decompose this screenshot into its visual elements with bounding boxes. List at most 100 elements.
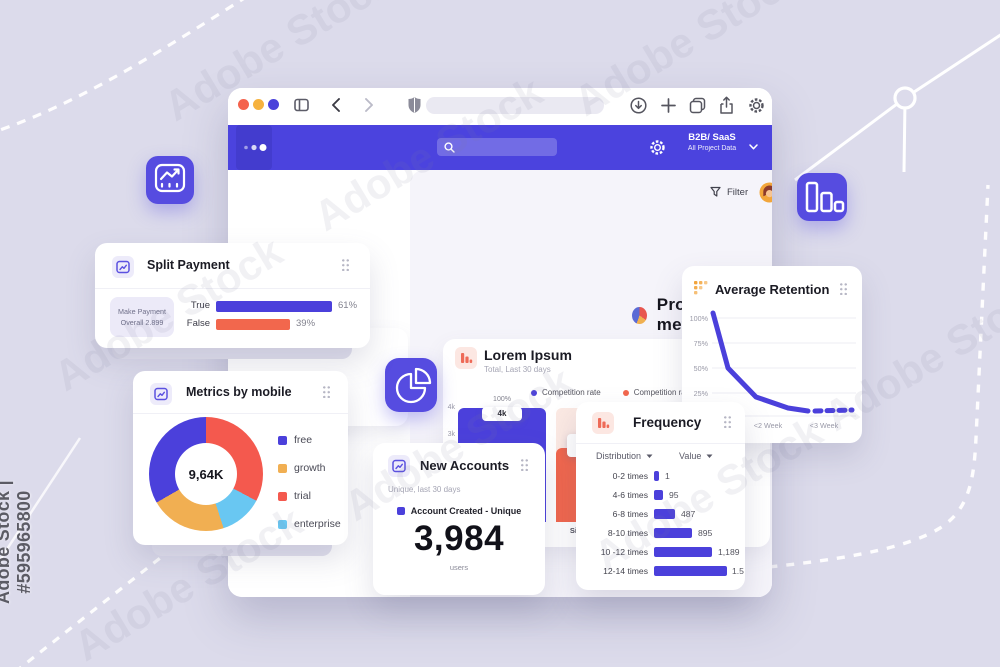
traffic-light-minimize[interactable] <box>253 99 264 110</box>
legend-label: Account Created - Unique <box>410 506 522 516</box>
split-note-box: Make Payment Overall 2.899 <box>110 297 174 337</box>
split-card-icon-badge <box>112 256 134 278</box>
divider <box>133 413 348 414</box>
row-label: 0-2 times <box>612 471 648 481</box>
solid-line-left <box>0 437 82 563</box>
share-upload-icon[interactable] <box>719 96 734 115</box>
y-tick: 50% <box>693 364 708 373</box>
workspace-chevron-down-icon[interactable] <box>749 144 758 150</box>
shield-icon[interactable] <box>407 96 422 114</box>
legend-swatch-free <box>278 435 287 445</box>
app-search-input[interactable] <box>437 138 557 156</box>
traffic-light-close[interactable] <box>238 99 249 110</box>
bar1-value-tag: 4k <box>482 407 522 421</box>
download-icon[interactable] <box>630 97 647 114</box>
sort-caret-icon <box>706 454 713 458</box>
split-payment-stack-strip <box>112 348 352 359</box>
sidebar-toggle-icon[interactable] <box>294 98 310 113</box>
line-node-ne <box>904 33 1000 100</box>
chart-icon <box>392 459 406 473</box>
search-icon <box>444 141 455 153</box>
retention-card-drag-handle[interactable] <box>839 282 848 295</box>
new-accounts-drag-handle[interactable] <box>520 458 529 471</box>
legend-label: trial <box>294 490 311 502</box>
row-value: 1,189 <box>718 547 740 557</box>
metrics-card-drag-handle[interactable] <box>322 385 331 398</box>
frequency-drag-handle[interactable] <box>723 415 732 428</box>
row-value: 895 <box>698 528 713 538</box>
chart-icon <box>116 260 130 274</box>
node-circle <box>893 86 917 110</box>
x-label: <2 Week <box>753 421 783 430</box>
frequency-col-distribution[interactable]: Distribution <box>596 451 653 461</box>
card-metrics-by-mobile: Metrics by mobile 9,64K free growth tria… <box>133 371 348 545</box>
split-row-true-label: True <box>190 300 210 311</box>
split-note-line1: Make Payment <box>118 307 166 316</box>
retention-line-dashed <box>812 407 855 414</box>
frequency-icon-badge <box>592 412 614 434</box>
legend-dot-purple <box>531 389 537 396</box>
app-settings-gear-icon[interactable] <box>649 139 666 156</box>
split-bar-false <box>216 319 290 330</box>
new-accounts-icon-badge <box>388 455 410 477</box>
frequency-row: 8-10 times 895 <box>590 525 738 544</box>
workspace-switcher[interactable]: B2B/ SaaS All Project Data <box>676 132 748 162</box>
lorem-card-icon-badge <box>455 347 477 369</box>
avatar[interactable] <box>759 182 772 203</box>
y-tick: 4k <box>447 404 455 411</box>
split-card-drag-handle[interactable] <box>341 258 350 271</box>
row-value: 487 <box>681 509 696 519</box>
traffic-light-zoom[interactable] <box>268 99 279 110</box>
funnel-dots-icon <box>694 281 708 295</box>
frequency-row: 12-14 times 1.5 <box>590 563 744 582</box>
forward-icon[interactable] <box>364 98 374 112</box>
pie-chart-icon <box>395 367 432 404</box>
row-bar <box>654 528 692 538</box>
new-accounts-subtitle: Unique, last 30 days <box>388 485 461 494</box>
legend-item-growth: growth <box>278 462 326 474</box>
back-icon[interactable] <box>331 98 341 112</box>
legend-swatch <box>396 507 405 515</box>
frequency-title: Frequency <box>633 415 702 430</box>
new-tab-icon[interactable] <box>661 98 676 113</box>
tile-bar-chart <box>797 173 847 221</box>
legend-item-free: free <box>278 434 312 446</box>
new-accounts-unit: users <box>449 563 469 572</box>
row-value: 95 <box>669 490 679 500</box>
y-tick: 100% <box>689 314 708 323</box>
frequency-col-value[interactable]: Value <box>679 451 713 461</box>
card-split-payment: Split Payment Make Payment Overall 2.899… <box>95 243 370 348</box>
split-note-line2: Overall 2.899 <box>120 318 164 327</box>
bar1-percent: 100% <box>493 396 511 403</box>
workspace-title: B2B/ SaaS <box>688 132 736 143</box>
legend-swatch-trial <box>278 491 287 501</box>
address-bar[interactable] <box>426 97 604 114</box>
donut-hole: 9,64K <box>175 443 237 505</box>
row-bar <box>654 509 675 519</box>
tabs-overview-icon[interactable] <box>689 97 706 114</box>
browser-settings-gear-icon[interactable] <box>748 97 765 114</box>
filter-button[interactable]: Filter <box>710 186 748 198</box>
card-frequency: Frequency Distribution Value 0-2 times 1… <box>576 402 745 590</box>
content-toolbar: Filter Share ooo Add Report <box>410 170 772 210</box>
app-header: B2B/ SaaS All Project Data <box>228 125 772 170</box>
line-node-down <box>902 99 907 173</box>
y-tick: 75% <box>693 339 708 348</box>
col-label: Distribution <box>596 451 642 461</box>
app-logo[interactable] <box>236 125 272 170</box>
donut-chart: 9,64K <box>149 417 263 531</box>
frequency-row: 0-2 times 1 <box>590 468 738 487</box>
row-bar <box>654 490 663 500</box>
legend-item-trial: trial <box>278 490 311 502</box>
page-title-pie-icon <box>632 306 647 324</box>
card-average-retention: Average Retention 100% 75% 50% 25% <2 We… <box>682 266 862 443</box>
workspace-subtitle: All Project Data <box>687 145 737 152</box>
y-tick: 25% <box>693 389 708 398</box>
legend-label: Competition rate <box>542 388 601 397</box>
dashed-curve-bottom-right <box>599 184 990 584</box>
frequency-row: 6-8 times 487 <box>590 506 738 525</box>
retention-line <box>710 310 811 414</box>
frequency-row: 4-6 times 95 <box>590 487 738 506</box>
row-label: 10 -12 times <box>600 547 648 557</box>
